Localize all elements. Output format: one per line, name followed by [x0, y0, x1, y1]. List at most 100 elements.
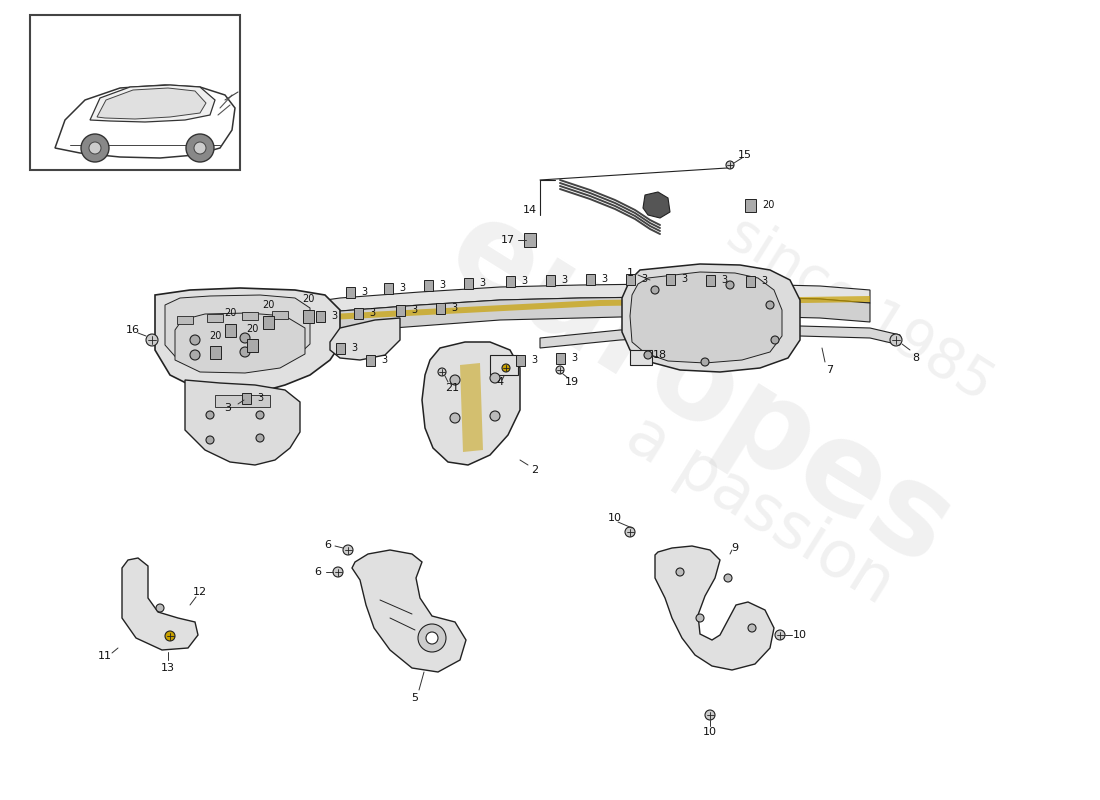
Circle shape — [726, 281, 734, 289]
Bar — [345, 286, 354, 298]
Text: 18: 18 — [653, 350, 667, 360]
Polygon shape — [122, 558, 198, 650]
Circle shape — [89, 142, 101, 154]
Text: 3: 3 — [531, 355, 537, 365]
Bar — [436, 302, 444, 314]
Text: 3: 3 — [224, 403, 231, 413]
Bar — [506, 275, 515, 286]
Polygon shape — [422, 342, 520, 465]
Polygon shape — [644, 192, 670, 218]
Polygon shape — [155, 288, 340, 395]
Text: 3: 3 — [561, 275, 568, 285]
Text: 3: 3 — [368, 308, 375, 318]
Circle shape — [644, 351, 652, 359]
Bar — [666, 274, 674, 285]
Circle shape — [156, 604, 164, 612]
Circle shape — [490, 373, 500, 383]
Circle shape — [450, 413, 460, 423]
Polygon shape — [165, 295, 310, 372]
Text: 3: 3 — [681, 274, 688, 284]
Circle shape — [240, 347, 250, 357]
Circle shape — [426, 632, 438, 644]
Circle shape — [186, 134, 214, 162]
Bar — [746, 275, 755, 286]
Text: 15: 15 — [738, 150, 752, 160]
Bar — [214, 395, 270, 407]
Text: 14: 14 — [522, 205, 537, 215]
Polygon shape — [55, 85, 235, 158]
Circle shape — [696, 614, 704, 622]
Text: 3: 3 — [451, 303, 458, 313]
Circle shape — [625, 527, 635, 537]
Text: 3: 3 — [478, 278, 485, 288]
Text: europes: europes — [427, 188, 974, 592]
Text: 10: 10 — [608, 513, 622, 523]
Text: 2: 2 — [531, 465, 539, 475]
Circle shape — [766, 301, 774, 309]
Bar — [424, 279, 432, 290]
Text: 3: 3 — [257, 393, 263, 403]
Bar — [365, 354, 374, 366]
Bar — [242, 312, 258, 320]
Bar — [630, 350, 652, 365]
Circle shape — [438, 368, 446, 376]
Circle shape — [890, 334, 902, 346]
Bar — [745, 198, 756, 211]
Polygon shape — [290, 284, 870, 318]
Bar — [705, 274, 715, 286]
Circle shape — [190, 335, 200, 345]
Circle shape — [165, 631, 175, 641]
Text: 20: 20 — [209, 331, 221, 341]
Bar — [396, 305, 405, 315]
Circle shape — [194, 142, 206, 154]
Text: 3: 3 — [381, 355, 387, 365]
Bar — [463, 278, 473, 289]
Bar — [316, 310, 324, 322]
Bar — [516, 354, 525, 366]
Text: 3: 3 — [399, 283, 405, 293]
Polygon shape — [330, 318, 400, 360]
Polygon shape — [290, 297, 870, 340]
Bar — [490, 355, 518, 375]
Text: 21: 21 — [444, 383, 459, 393]
Circle shape — [206, 411, 214, 419]
Bar — [556, 353, 564, 363]
Text: 9: 9 — [732, 543, 738, 553]
Text: 7: 7 — [826, 365, 834, 375]
Text: 3: 3 — [571, 353, 578, 363]
Text: since 1985: since 1985 — [717, 207, 1003, 413]
Circle shape — [333, 567, 343, 577]
Circle shape — [490, 411, 500, 421]
Circle shape — [651, 286, 659, 294]
Text: 4: 4 — [496, 377, 504, 387]
Text: 3: 3 — [411, 305, 417, 315]
Polygon shape — [97, 88, 206, 119]
Bar — [263, 315, 274, 329]
Bar — [207, 314, 223, 322]
Text: 11: 11 — [98, 651, 112, 661]
Text: 10: 10 — [793, 630, 807, 640]
Text: 16: 16 — [126, 325, 140, 335]
Circle shape — [343, 545, 353, 555]
Text: 3: 3 — [720, 275, 727, 285]
Text: 3: 3 — [761, 276, 767, 286]
Text: 3: 3 — [331, 311, 337, 321]
Bar — [246, 338, 257, 351]
Bar — [224, 323, 235, 337]
Bar — [302, 310, 313, 322]
Bar — [524, 233, 536, 247]
Circle shape — [502, 364, 510, 372]
Circle shape — [705, 710, 715, 720]
Bar — [585, 274, 594, 285]
Bar — [242, 393, 251, 403]
Text: 3: 3 — [439, 280, 446, 290]
Bar — [209, 346, 220, 358]
Polygon shape — [175, 313, 305, 373]
Text: 3: 3 — [351, 343, 358, 353]
Circle shape — [240, 333, 250, 343]
Circle shape — [81, 134, 109, 162]
Text: 20: 20 — [301, 294, 315, 304]
Circle shape — [726, 161, 734, 169]
Text: 1: 1 — [627, 268, 634, 278]
Text: 20: 20 — [223, 308, 236, 318]
